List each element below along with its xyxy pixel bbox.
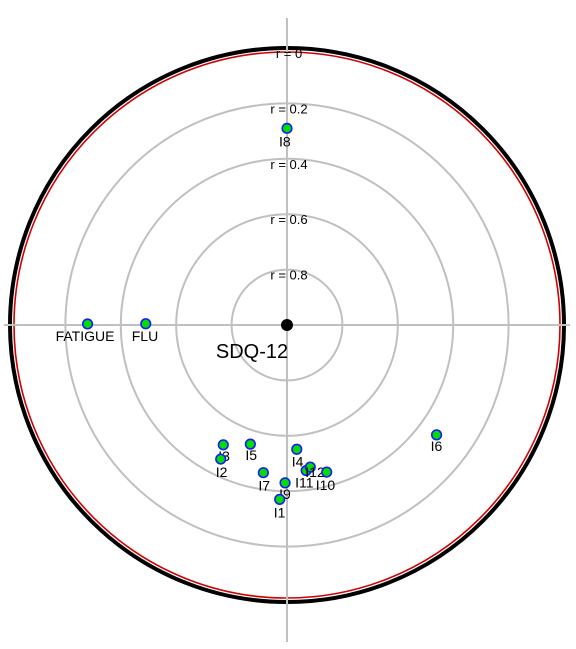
point-label: I2 bbox=[216, 464, 228, 480]
ring-label: r = 0.2 bbox=[270, 101, 307, 116]
point-label: I7 bbox=[258, 478, 270, 494]
data-point bbox=[304, 461, 316, 473]
data-point bbox=[321, 466, 333, 478]
ring-label-layer: r = 0 r = 0.2 r = 0.4 r = 0.6 r = 0.8 bbox=[270, 46, 307, 283]
ring-label: r = 0 bbox=[276, 46, 302, 61]
point-label: I9 bbox=[279, 486, 291, 502]
point-label: I6 bbox=[431, 438, 443, 454]
center-label: SDQ-12 bbox=[216, 341, 288, 363]
point-label: FLU bbox=[132, 328, 158, 344]
center-point bbox=[281, 319, 293, 331]
point-label: FATIGUE bbox=[56, 328, 115, 344]
ring-label: r = 0.4 bbox=[270, 157, 307, 172]
data-point bbox=[291, 443, 303, 455]
point-label: I4 bbox=[292, 453, 304, 469]
point-label: I5 bbox=[245, 447, 257, 463]
data-point bbox=[217, 439, 229, 451]
data-point bbox=[140, 318, 152, 330]
center-layer: SDQ-12 bbox=[216, 319, 293, 363]
data-point bbox=[215, 453, 227, 465]
point-label: I8 bbox=[279, 133, 291, 149]
ring-label: r = 0.6 bbox=[270, 212, 307, 227]
data-point bbox=[279, 477, 291, 489]
point-label: I11 bbox=[295, 475, 314, 491]
point-label: I12 bbox=[305, 464, 325, 480]
data-point bbox=[244, 438, 256, 450]
data-point bbox=[257, 467, 269, 479]
point-layer: I8FATIGUEFLUI6I3I5I2I4I7I9I11I12I10I1 bbox=[56, 122, 443, 520]
data-point bbox=[281, 122, 293, 134]
data-point bbox=[81, 318, 94, 330]
data-point bbox=[430, 429, 443, 441]
point-label: I10 bbox=[316, 477, 336, 493]
data-point bbox=[274, 493, 286, 505]
ring-label: r = 0.8 bbox=[270, 268, 307, 283]
point-label: I1 bbox=[274, 504, 286, 520]
